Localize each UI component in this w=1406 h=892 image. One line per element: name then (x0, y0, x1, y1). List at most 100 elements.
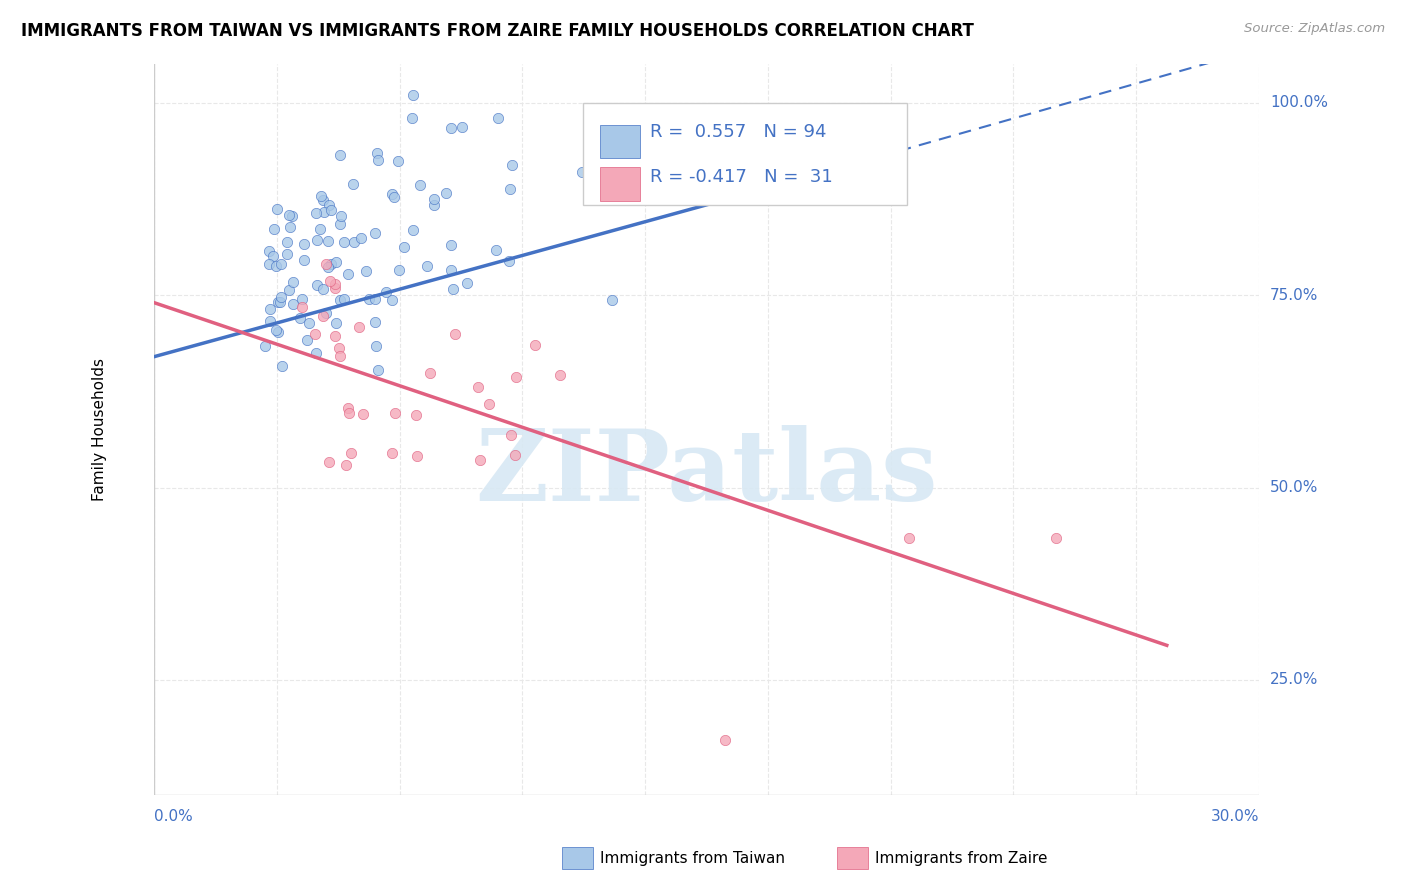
Point (266, 323, 288, 337)
Point (332, 292, 354, 306)
Point (305, 345, 328, 359)
Point (304, 327, 326, 342)
Point (319, 257, 342, 271)
Point (329, 293, 352, 307)
Point (262, 249, 284, 263)
Point (405, 408, 427, 422)
Point (288, 311, 311, 326)
Point (456, 276, 478, 290)
Point (409, 178, 432, 193)
Point (406, 449, 429, 463)
Point (714, 733, 737, 747)
Point (291, 293, 314, 307)
Point (337, 401, 360, 415)
Point (263, 222, 285, 236)
Point (352, 407, 374, 421)
Point (312, 282, 335, 296)
Text: 75.0%: 75.0% (1270, 287, 1319, 302)
Point (312, 205, 335, 219)
Point (280, 209, 302, 223)
Text: Source: ZipAtlas.com: Source: ZipAtlas.com (1244, 22, 1385, 36)
Point (498, 253, 520, 268)
Point (523, 338, 546, 352)
Text: 30.0%: 30.0% (1211, 809, 1258, 824)
Point (298, 316, 321, 330)
Point (328, 341, 350, 355)
Point (364, 226, 387, 240)
Text: Family Households: Family Households (91, 359, 107, 501)
Point (319, 274, 342, 288)
Point (292, 237, 315, 252)
Point (367, 153, 389, 168)
Point (318, 198, 340, 212)
Point (467, 380, 489, 394)
Point (364, 292, 387, 306)
Point (325, 317, 347, 331)
Point (325, 281, 347, 295)
Point (501, 158, 523, 172)
Point (276, 235, 298, 250)
Point (486, 112, 509, 126)
Point (381, 293, 404, 307)
Point (335, 458, 357, 473)
Point (281, 297, 304, 311)
Point (440, 238, 463, 252)
Point (499, 428, 522, 442)
Point (571, 164, 593, 178)
Point (419, 366, 441, 380)
Point (315, 305, 337, 319)
Point (451, 120, 474, 135)
Point (270, 257, 292, 271)
Text: 100.0%: 100.0% (1270, 95, 1327, 110)
Point (401, 111, 423, 125)
Point (315, 257, 337, 271)
Point (343, 235, 366, 249)
Point (382, 190, 405, 204)
Point (354, 263, 377, 277)
Point (266, 260, 288, 274)
Point (392, 240, 415, 254)
Text: R = -0.417   N =  31: R = -0.417 N = 31 (650, 168, 832, 186)
Point (269, 294, 291, 309)
Point (291, 300, 314, 314)
Point (283, 275, 305, 289)
Point (316, 260, 339, 274)
Point (257, 257, 280, 271)
Point (305, 233, 328, 247)
Point (347, 319, 370, 334)
Point (388, 263, 411, 277)
Point (254, 339, 277, 353)
Point (366, 339, 388, 353)
Point (602, 293, 624, 307)
Text: R =  0.557   N = 94: R = 0.557 N = 94 (650, 123, 827, 141)
Point (367, 362, 389, 376)
Point (505, 369, 527, 384)
Point (323, 328, 346, 343)
Point (292, 253, 315, 268)
Point (1045, 531, 1067, 545)
Point (323, 277, 346, 292)
Point (278, 209, 301, 223)
Text: 50.0%: 50.0% (1270, 480, 1319, 495)
Point (357, 292, 380, 306)
Point (499, 182, 522, 196)
Point (366, 146, 388, 161)
Point (423, 198, 446, 212)
Point (329, 349, 352, 363)
Point (485, 244, 508, 258)
Text: 0.0%: 0.0% (155, 809, 193, 824)
Point (434, 186, 457, 201)
Point (267, 326, 290, 340)
Point (271, 359, 294, 373)
Point (468, 453, 491, 467)
Point (259, 301, 281, 316)
Point (339, 446, 361, 460)
Point (325, 254, 347, 268)
Point (548, 368, 571, 382)
Point (309, 222, 332, 236)
Point (477, 397, 499, 411)
Point (443, 327, 465, 342)
Point (440, 262, 463, 277)
Point (277, 284, 299, 298)
Point (329, 148, 352, 162)
